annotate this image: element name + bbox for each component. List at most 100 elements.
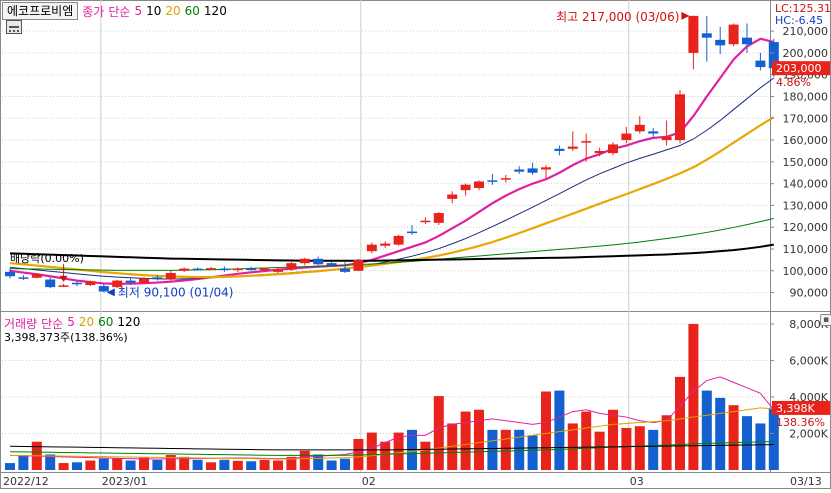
hc-label: HC:-6.45 [775, 14, 823, 27]
volume-ma-line-ma60 [9, 441, 774, 456]
candle-body [299, 258, 310, 264]
candle-body [366, 244, 377, 252]
candle-body [594, 150, 605, 154]
chart-legend-bar: 에코프로비엠 종가 단순 5 10 20 60 120 [2, 2, 227, 20]
volume-bar [581, 411, 592, 470]
ma-period-5[interactable]: 5 [134, 4, 143, 18]
candle-body [72, 282, 82, 285]
volume-bar [541, 391, 551, 470]
volume-bar [634, 426, 645, 470]
price-type-label: 종가 [82, 4, 105, 19]
candle-body [58, 285, 69, 287]
candle-body [755, 60, 766, 68]
candle-body [701, 33, 712, 38]
stock-name-box[interactable]: 에코프로비엠 [2, 2, 79, 20]
vol-ma-period-120[interactable]: 120 [117, 315, 141, 329]
axes: 210,000200,000190,000180,000170,000160,0… [3, 25, 829, 488]
current-volume-tag [772, 400, 830, 415]
volume-bar [621, 428, 632, 470]
current-price-label: 203,000 [776, 62, 822, 75]
price-tick-label: 210,000 [783, 25, 829, 38]
price-tick-label: 120,000 [783, 221, 829, 234]
candle-body [165, 272, 176, 280]
candle-body [393, 235, 404, 245]
candle-body [5, 271, 15, 277]
candle-body [286, 263, 297, 270]
annotations: 최고 217,000 (03/06) 최저 90,100 (01/04) 배당락(0… [10, 2, 831, 429]
volume-bar [514, 429, 525, 470]
ma-period-10[interactable]: 10 [146, 4, 162, 18]
volume-bars [5, 323, 779, 470]
price-change-label: 4.86% [776, 76, 811, 89]
date-label: 2023/01 [102, 475, 148, 488]
ma-period-20[interactable]: 20 [165, 4, 181, 18]
volume-bar [58, 463, 69, 470]
price-tick-label: 130,000 [783, 199, 829, 212]
vol-ma-period-5[interactable]: 5 [67, 315, 75, 329]
candle-body [179, 268, 190, 271]
candle-body [353, 259, 364, 271]
volume-bar [728, 405, 739, 470]
candle-body [112, 280, 123, 288]
candle-body [715, 39, 726, 46]
volume-bar [715, 397, 726, 470]
volume-info: 3,398,373주(138.36%) [4, 331, 128, 344]
price-tick-label: 110,000 [783, 243, 829, 256]
volume-bar [340, 458, 350, 470]
candle-body [433, 213, 444, 223]
volume-tick-label: 2,000K [789, 427, 828, 440]
candle-body [675, 94, 685, 141]
volume-bar [139, 457, 149, 470]
vol-ma-period-60[interactable]: 60 [98, 315, 114, 329]
volume-bar [500, 429, 511, 470]
volume-bar [98, 458, 109, 470]
high-price-annotation: 최고 217,000 (03/06) [556, 10, 679, 24]
volume-ma-type: 단순 [41, 317, 64, 331]
volume-bar [661, 415, 672, 470]
candle-body [447, 194, 458, 199]
candle-body [474, 181, 484, 188]
candle-body [340, 268, 350, 272]
volume-bar [688, 323, 699, 470]
candle-body [85, 281, 96, 285]
panel-settings-icon[interactable]: ▪ [820, 314, 831, 326]
volume-bar [299, 450, 310, 470]
candle-body [420, 220, 431, 223]
ma-type-label: 단순 [108, 4, 131, 19]
ma-line-ma120 [9, 243, 774, 262]
candle-body [634, 124, 645, 132]
volume-bar [554, 390, 565, 470]
candle-body [554, 148, 565, 151]
ma-period-120[interactable]: 120 [203, 4, 227, 18]
volume-bar [85, 460, 96, 470]
volume-bar [608, 409, 618, 470]
vol-ma-period-20[interactable]: 20 [78, 315, 95, 329]
candle-body [487, 180, 498, 182]
candle-body [514, 169, 525, 172]
candle-body [728, 24, 739, 45]
candle-body [407, 231, 417, 234]
volume-bar [527, 435, 538, 470]
candle-body [232, 268, 243, 271]
ma-period-60[interactable]: 60 [184, 4, 200, 18]
volume-bar [380, 441, 391, 470]
volume-bar [232, 460, 243, 470]
calculator-icon[interactable] [6, 20, 22, 34]
candle-body [648, 131, 659, 134]
calculator-glyph [9, 26, 19, 32]
ma-line-ma60 [9, 218, 774, 271]
candle-body [621, 133, 632, 141]
volume-bar [366, 432, 377, 470]
volume-bar [206, 462, 216, 470]
candle-body [742, 37, 752, 45]
volume-bar [219, 459, 230, 470]
price-tick-label: 170,000 [783, 112, 829, 125]
candle-body [259, 268, 270, 271]
volume-bar [420, 441, 431, 470]
moving-average-lines [9, 37, 775, 285]
candle-body [139, 278, 149, 284]
volume-bar [353, 438, 364, 470]
candle-body [18, 277, 29, 279]
